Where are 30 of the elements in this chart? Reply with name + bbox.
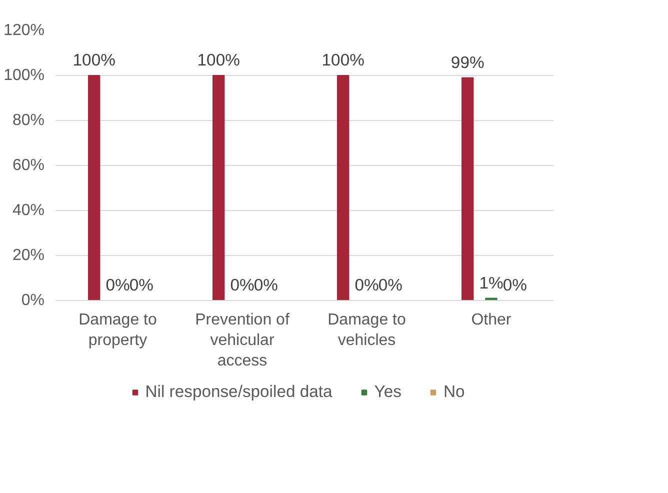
bar (88, 75, 100, 300)
data-label: 0% (378, 276, 403, 294)
x-tick-label: Other (471, 312, 512, 328)
x-tick-label: Damage to property (78, 312, 157, 349)
data-label: 99% (450, 52, 484, 72)
bar (212, 75, 225, 300)
legend-label: No (443, 382, 465, 402)
y-tick-label: 100% (4, 67, 44, 84)
y-tick-label: 20% (12, 247, 45, 264)
data-label: 0% (254, 276, 278, 294)
data-label: 1% (479, 273, 504, 292)
x-tick-label: Damage to vehicles (328, 312, 406, 349)
legend-label: Nil response/spoiled data (145, 382, 332, 402)
data-label: 0% (129, 276, 154, 294)
data-label: 0% (230, 276, 254, 294)
data-label: 100% (322, 50, 365, 70)
bar (461, 77, 474, 300)
y-tick-label: 60% (12, 157, 45, 174)
y-tick-label: 0% (21, 292, 44, 309)
x-tick-label: Prevention of vehicular access (195, 312, 290, 370)
y-tick-label: 120% (4, 22, 44, 39)
legend-label: Yes (374, 382, 402, 402)
data-label: 100% (197, 50, 240, 70)
bar (336, 75, 350, 300)
y-tick-label: 40% (12, 202, 45, 219)
data-label: 0% (354, 276, 379, 294)
data-label: 100% (72, 50, 116, 70)
data-label: 0% (106, 276, 130, 294)
data-label: 0% (502, 276, 528, 294)
y-tick-label: 80% (12, 112, 45, 129)
